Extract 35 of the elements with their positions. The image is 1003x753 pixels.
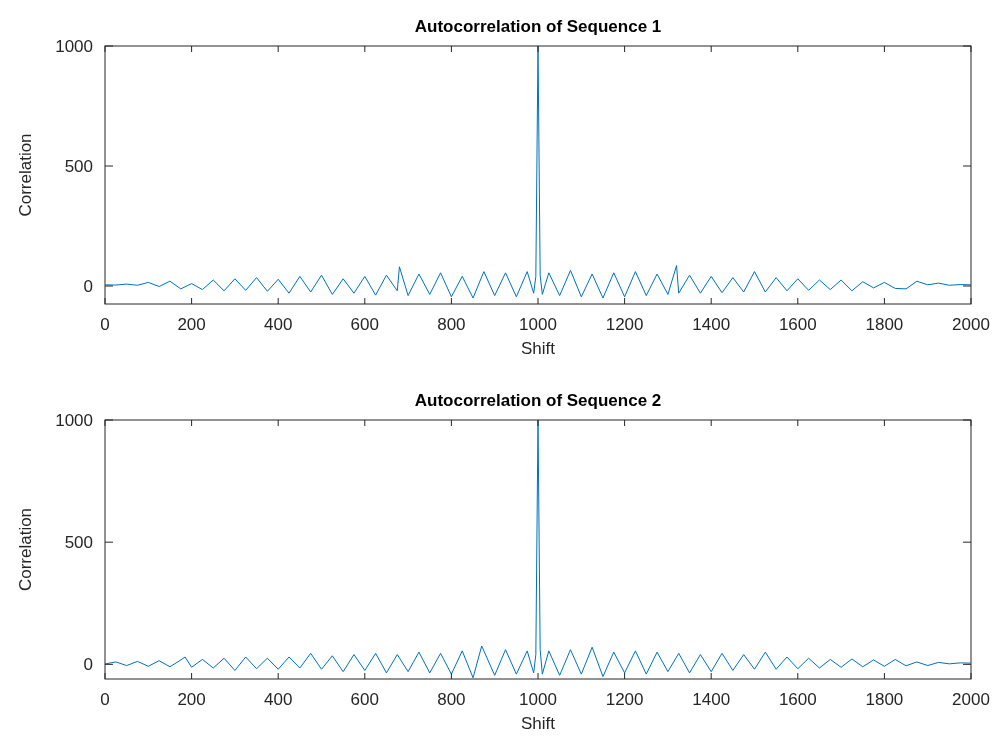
x-tick-label: 1400 (692, 690, 731, 709)
y-tick-label: 0 (83, 276, 93, 296)
y-tick-label: 1000 (55, 36, 93, 56)
x-tick-label: 200 (177, 315, 206, 334)
x-tick-label: 2000 (952, 690, 990, 709)
x-tick-label: 1600 (778, 690, 817, 709)
line-series (105, 420, 971, 679)
x-tick-label: 1600 (778, 315, 817, 334)
y-axis-title: Correlation (16, 133, 35, 217)
x-tick-label: 1200 (605, 690, 644, 709)
x-tick-label: 400 (264, 690, 293, 709)
x-tick-label: 2000 (952, 315, 990, 334)
x-axis-title: Shift (520, 339, 556, 358)
x-tick-label: 1800 (865, 690, 904, 709)
chart-title: Autocorrelation of Sequence 2 (414, 391, 662, 410)
x-axis-title: Shift (520, 714, 556, 733)
x-tick-label: 800 (437, 315, 466, 334)
x-tick-label: 1800 (865, 315, 904, 334)
y-tick-label: 1000 (55, 410, 93, 430)
x-tick-label: 1000 (519, 690, 557, 709)
y-tick-label: 0 (83, 655, 93, 675)
y-tick-label: 500 (64, 533, 93, 553)
y-tick-label: 500 (64, 156, 93, 176)
x-tick-label: 800 (437, 690, 466, 709)
x-tick-label: 1000 (519, 315, 557, 334)
x-tick-label: 600 (350, 315, 379, 334)
x-tick-label: 600 (350, 690, 379, 709)
x-tick-label: 0 (100, 315, 110, 334)
x-tick-label: 0 (100, 690, 110, 709)
x-tick-label: 1400 (692, 315, 731, 334)
x-tick-label: 400 (264, 315, 293, 334)
x-tick-label: 1200 (605, 315, 644, 334)
chart-title: Autocorrelation of Sequence 1 (414, 17, 662, 36)
x-tick-label: 200 (177, 690, 206, 709)
y-axis-title: Correlation (16, 507, 35, 592)
